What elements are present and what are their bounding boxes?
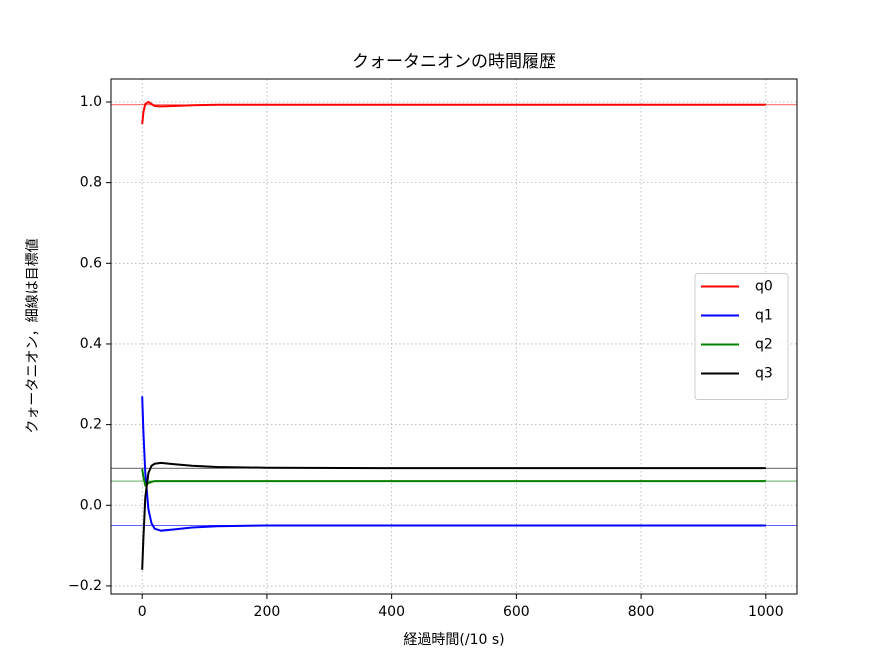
x-tick-label: 1000 [748,604,784,620]
series-line [141,461,766,570]
x-tick-label: 800 [628,604,655,620]
y-tick-label: −0.2 [68,578,102,594]
y-axis-label: クォータニオン，細線は目標値 [25,238,41,433]
y-tick-label: 0.4 [80,336,102,352]
x-tick-label: 400 [378,604,405,620]
legend-label: q3 [755,366,773,382]
plot-frame [110,78,798,595]
legend-label: q1 [755,308,773,324]
y-tick-label: 0.2 [80,417,102,433]
x-tick-label: 0 [138,604,147,620]
legend-label: q0 [755,279,773,295]
y-tick-label: 1.0 [80,94,102,110]
x-tick-label: 600 [503,604,530,620]
y-tick-label: 0.8 [80,175,102,191]
series-line [141,100,766,125]
x-axis-label: 経過時間(/10 s) [403,632,504,648]
series-line [141,468,766,487]
y-tick-label: 0.6 [80,255,102,271]
series-line [141,396,766,532]
legend-label: q2 [755,337,773,353]
chart-title: クォータニオンの時間履歴 [352,52,556,72]
y-tick-label: 0.0 [80,497,102,513]
legend-box [694,273,789,400]
x-tick-label: 200 [254,604,281,620]
